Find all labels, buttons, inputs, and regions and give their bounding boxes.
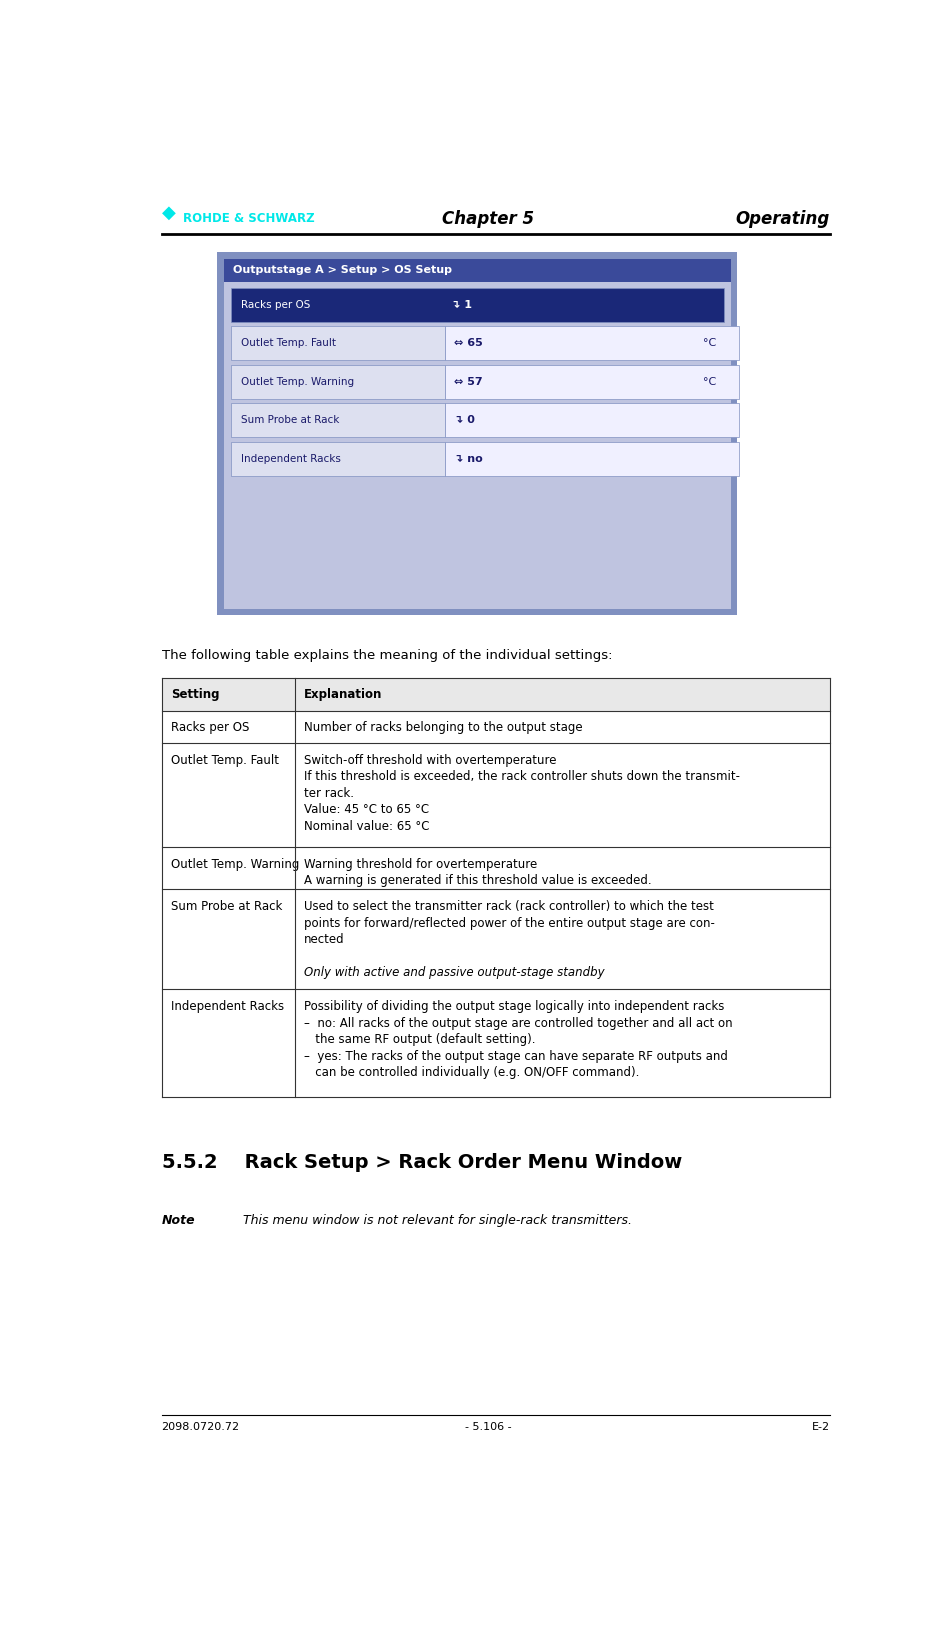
Text: Racks per OS: Racks per OS bbox=[241, 300, 310, 310]
Text: nected: nected bbox=[305, 933, 345, 946]
Text: ↴ 1: ↴ 1 bbox=[450, 300, 471, 310]
Text: Outlet Temp. Warning: Outlet Temp. Warning bbox=[171, 858, 299, 870]
Text: 5.5.2    Rack Setup > Rack Order Menu Window: 5.5.2 Rack Setup > Rack Order Menu Windo… bbox=[162, 1153, 682, 1171]
Text: ↴ no: ↴ no bbox=[454, 454, 483, 464]
Text: Sum Probe at Rack: Sum Probe at Rack bbox=[171, 901, 283, 912]
Bar bbox=[162, 710, 830, 743]
Text: the same RF output (default setting).: the same RF output (default setting). bbox=[305, 1033, 536, 1046]
Bar bbox=[445, 365, 739, 399]
Bar bbox=[224, 259, 731, 282]
Bar bbox=[162, 743, 830, 847]
Text: Number of racks belonging to the output stage: Number of racks belonging to the output … bbox=[305, 722, 583, 735]
Text: Nominal value: 65 °C: Nominal value: 65 °C bbox=[305, 819, 429, 832]
Text: °C: °C bbox=[703, 376, 716, 386]
Bar bbox=[162, 678, 830, 710]
Text: Independent Racks: Independent Racks bbox=[171, 1000, 284, 1013]
Bar bbox=[231, 326, 445, 360]
Text: ⇔ 57: ⇔ 57 bbox=[454, 376, 483, 386]
Text: Note: Note bbox=[162, 1214, 195, 1227]
Text: can be controlled individually (e.g. ON/OFF command).: can be controlled individually (e.g. ON/… bbox=[305, 1067, 640, 1080]
Text: 2098.0720.72: 2098.0720.72 bbox=[162, 1422, 240, 1432]
Bar bbox=[231, 365, 445, 399]
Text: ter rack.: ter rack. bbox=[305, 787, 354, 800]
Bar bbox=[162, 889, 830, 989]
Text: Only with active and passive output-stage standby: Only with active and passive output-stag… bbox=[305, 966, 605, 979]
Bar bbox=[162, 989, 830, 1098]
Text: Outlet Temp. Fault: Outlet Temp. Fault bbox=[241, 339, 336, 349]
Text: ◆: ◆ bbox=[162, 204, 175, 222]
Text: ROHDE & SCHWARZ: ROHDE & SCHWARZ bbox=[184, 212, 315, 225]
Bar bbox=[445, 441, 739, 476]
Bar bbox=[445, 326, 739, 360]
Text: –  yes: The racks of the output stage can have separate RF outputs and: – yes: The racks of the output stage can… bbox=[305, 1049, 728, 1062]
Text: ⇔ 65: ⇔ 65 bbox=[454, 339, 483, 349]
Bar bbox=[445, 404, 739, 437]
Bar bbox=[231, 441, 445, 476]
Text: Used to select the transmitter rack (rack controller) to which the test: Used to select the transmitter rack (rac… bbox=[305, 901, 714, 912]
Bar bbox=[217, 252, 738, 616]
Text: Independent Racks: Independent Racks bbox=[241, 454, 341, 464]
Text: Switch-off threshold with overtemperature: Switch-off threshold with overtemperatur… bbox=[305, 754, 557, 767]
Text: This menu window is not relevant for single-rack transmitters.: This menu window is not relevant for sin… bbox=[243, 1214, 632, 1227]
Text: Sum Probe at Rack: Sum Probe at Rack bbox=[241, 415, 339, 425]
Bar bbox=[231, 404, 445, 437]
Text: Warning threshold for overtemperature: Warning threshold for overtemperature bbox=[305, 858, 538, 870]
Text: Chapter 5: Chapter 5 bbox=[442, 210, 534, 228]
Text: Value: 45 °C to 65 °C: Value: 45 °C to 65 °C bbox=[305, 803, 429, 816]
Text: Outlet Temp. Warning: Outlet Temp. Warning bbox=[241, 376, 354, 386]
Text: Setting: Setting bbox=[171, 687, 219, 700]
Text: –  no: All racks of the output stage are controlled together and all act on: – no: All racks of the output stage are … bbox=[305, 1016, 733, 1030]
Text: ↴ 0: ↴ 0 bbox=[454, 415, 475, 425]
Text: points for forward/reflected power of the entire output stage are con-: points for forward/reflected power of th… bbox=[305, 917, 715, 930]
Text: If this threshold is exceeded, the rack controller shuts down the transmit-: If this threshold is exceeded, the rack … bbox=[305, 771, 741, 784]
Text: Racks per OS: Racks per OS bbox=[171, 722, 249, 735]
Text: °C: °C bbox=[703, 339, 716, 349]
Text: The following table explains the meaning of the individual settings:: The following table explains the meaning… bbox=[162, 648, 612, 661]
Text: Outlet Temp. Fault: Outlet Temp. Fault bbox=[171, 754, 279, 767]
Text: E-2: E-2 bbox=[811, 1422, 830, 1432]
Text: Explanation: Explanation bbox=[305, 687, 383, 700]
Bar bbox=[231, 288, 724, 323]
Text: Possibility of dividing the output stage logically into independent racks: Possibility of dividing the output stage… bbox=[305, 1000, 724, 1013]
Bar bbox=[224, 259, 731, 609]
Text: A warning is generated if this threshold value is exceeded.: A warning is generated if this threshold… bbox=[305, 875, 652, 888]
Text: Operating: Operating bbox=[736, 210, 830, 228]
Bar bbox=[162, 847, 830, 889]
Text: - 5.106 -: - 5.106 - bbox=[465, 1422, 511, 1432]
Text: Outputstage A > Setup > OS Setup: Outputstage A > Setup > OS Setup bbox=[233, 266, 452, 275]
